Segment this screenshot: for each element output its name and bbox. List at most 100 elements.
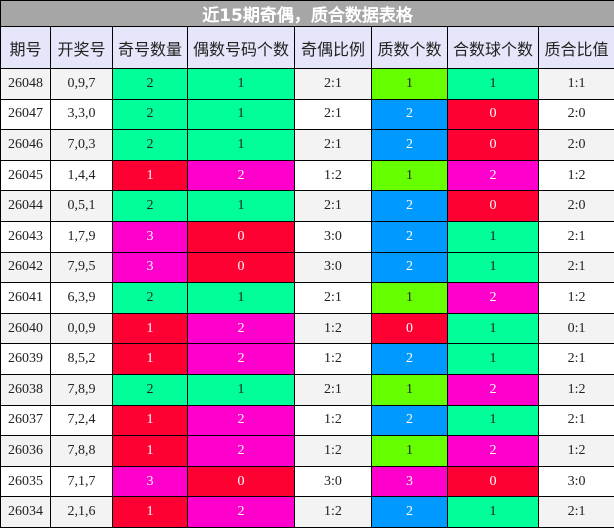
cell-issue: 26044 (0, 190, 51, 222)
cell-odd-count: 2 (112, 373, 188, 406)
cell-issue: 26046 (0, 129, 51, 161)
cell-prime-composite-ratio: 2:1 (537, 251, 614, 284)
cell-issue: 26042 (0, 251, 51, 284)
cell-composite-count: 1 (447, 343, 539, 375)
header-odd-count: 奇号数量 (112, 26, 188, 69)
cell-odd-even-ratio: 2:1 (294, 190, 372, 222)
cell-odd-count: 3 (112, 465, 188, 498)
cell-prime-composite-ratio: 1:1 (537, 68, 614, 100)
cell-even-count: 2 (187, 159, 295, 192)
cell-prime-composite-ratio: 1:2 (537, 373, 614, 406)
cell-prime-count: 3 (371, 465, 448, 498)
table-row: 26042 7,9,5 3 0 3:0 2 1 2:1 (0, 251, 614, 284)
cell-composite-count: 0 (447, 98, 539, 131)
cell-prime-count: 1 (371, 282, 448, 314)
cell-draw-numbers: 8,5,2 (50, 343, 113, 375)
cell-prime-count: 1 (371, 373, 448, 406)
header-prime-count: 质数个数 (371, 26, 448, 69)
cell-even-count: 0 (187, 465, 295, 498)
cell-odd-even-ratio: 2:1 (294, 98, 372, 131)
cell-draw-numbers: 7,1,7 (50, 465, 113, 498)
cell-odd-count: 1 (112, 343, 188, 375)
cell-issue: 26045 (0, 159, 51, 192)
cell-draw-numbers: 7,0,3 (50, 129, 113, 161)
cell-odd-even-ratio: 2:1 (294, 282, 372, 314)
cell-prime-count: 0 (371, 312, 448, 345)
header-even-count: 偶数号码个数 (187, 26, 295, 69)
cell-prime-composite-ratio: 2:1 (537, 220, 614, 253)
cell-prime-composite-ratio: 1:2 (537, 282, 614, 314)
cell-draw-numbers: 0,0,9 (50, 312, 113, 345)
cell-odd-count: 3 (112, 251, 188, 284)
table-row: 26045 1,4,4 1 2 1:2 1 2 1:2 (0, 159, 614, 192)
cell-odd-even-ratio: 1:2 (294, 312, 372, 345)
cell-draw-numbers: 1,4,4 (50, 159, 113, 192)
table-row: 26043 1,7,9 3 0 3:0 2 1 2:1 (0, 220, 614, 253)
cell-odd-count: 1 (112, 496, 188, 528)
table-row: 26041 6,3,9 2 1 2:1 1 2 1:2 (0, 282, 614, 314)
header-prime-composite-ratio: 质合比值 (537, 26, 614, 69)
header-composite-count: 合数球个数 (447, 26, 539, 69)
cell-composite-count: 1 (447, 496, 539, 528)
table-title: 近15期奇偶，质合数据表格 (0, 0, 614, 27)
cell-prime-count: 2 (371, 496, 448, 528)
cell-prime-composite-ratio: 2:0 (537, 98, 614, 131)
cell-issue: 26034 (0, 496, 51, 528)
table-row: 26035 7,1,7 3 0 3:0 3 0 3:0 (0, 465, 614, 498)
cell-even-count: 2 (187, 496, 295, 528)
cell-odd-even-ratio: 3:0 (294, 220, 372, 253)
table-row: 26044 0,5,1 2 1 2:1 2 0 2:0 (0, 190, 614, 222)
cell-composite-count: 2 (447, 282, 539, 314)
cell-odd-even-ratio: 2:1 (294, 68, 372, 100)
cell-composite-count: 1 (447, 312, 539, 345)
cell-draw-numbers: 7,8,8 (50, 435, 113, 467)
cell-draw-numbers: 0,9,7 (50, 68, 113, 100)
cell-composite-count: 2 (447, 373, 539, 406)
cell-issue: 26036 (0, 435, 51, 467)
cell-composite-count: 2 (447, 159, 539, 192)
cell-even-count: 2 (187, 435, 295, 467)
cell-issue: 26035 (0, 465, 51, 498)
cell-draw-numbers: 0,5,1 (50, 190, 113, 222)
cell-odd-even-ratio: 3:0 (294, 251, 372, 284)
cell-issue: 26037 (0, 404, 51, 437)
cell-issue: 26043 (0, 220, 51, 253)
cell-composite-count: 1 (447, 251, 539, 284)
cell-issue: 26039 (0, 343, 51, 375)
cell-odd-count: 1 (112, 159, 188, 192)
cell-composite-count: 0 (447, 465, 539, 498)
cell-draw-numbers: 2,1,6 (50, 496, 113, 528)
cell-composite-count: 1 (447, 220, 539, 253)
cell-prime-count: 2 (371, 220, 448, 253)
cell-issue: 26047 (0, 98, 51, 131)
cell-prime-composite-ratio: 2:0 (537, 190, 614, 222)
cell-prime-composite-ratio: 3:0 (537, 465, 614, 498)
table-row: 26048 0,9,7 2 1 2:1 1 1 1:1 (0, 68, 614, 100)
header-draw-numbers: 开奖号 (50, 26, 113, 69)
cell-even-count: 2 (187, 312, 295, 345)
cell-odd-even-ratio: 3:0 (294, 465, 372, 498)
header-issue: 期号 (0, 26, 51, 69)
cell-prime-count: 1 (371, 68, 448, 100)
cell-even-count: 1 (187, 190, 295, 222)
cell-draw-numbers: 7,8,9 (50, 373, 113, 406)
cell-odd-even-ratio: 1:2 (294, 496, 372, 528)
cell-prime-count: 2 (371, 343, 448, 375)
cell-composite-count: 1 (447, 404, 539, 437)
table-row: 26047 3,3,0 2 1 2:1 2 0 2:0 (0, 98, 614, 131)
cell-issue: 26038 (0, 373, 51, 406)
cell-odd-count: 1 (112, 435, 188, 467)
cell-odd-count: 2 (112, 282, 188, 314)
cell-prime-count: 1 (371, 435, 448, 467)
cell-prime-composite-ratio: 2:1 (537, 404, 614, 437)
cell-issue: 26048 (0, 68, 51, 100)
cell-odd-count: 2 (112, 98, 188, 131)
cell-issue: 26041 (0, 282, 51, 314)
cell-prime-composite-ratio: 2:1 (537, 343, 614, 375)
cell-prime-composite-ratio: 0:1 (537, 312, 614, 345)
cell-draw-numbers: 7,2,4 (50, 404, 113, 437)
cell-odd-count: 2 (112, 129, 188, 161)
cell-draw-numbers: 6,3,9 (50, 282, 113, 314)
